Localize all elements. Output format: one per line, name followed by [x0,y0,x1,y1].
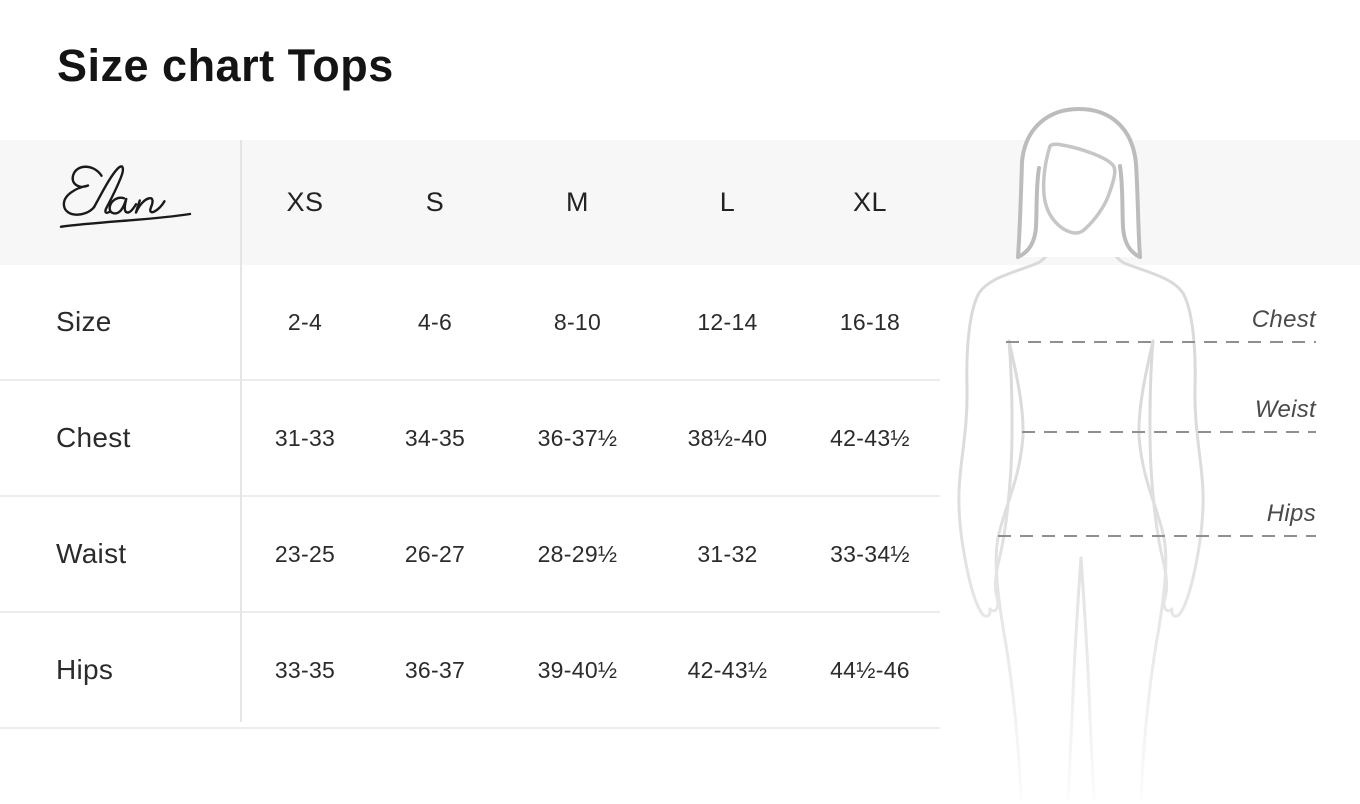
column-header-l: L [719,187,736,217]
row-label-hips: Hips [56,654,114,685]
size-cell-m: 8-10 [553,308,602,335]
row-label-chest: Chest [56,422,131,453]
waist-cell-xl: 33-34½ [830,540,910,567]
chest-cell-l: 38½-40 [687,424,768,451]
hips-cell-m: 39-40½ [537,656,618,683]
size-table: XS S M L XL Size 2-4 4-6 8-10 12-14 16-1… [0,140,940,729]
waist-cell-m: 28-29½ [537,540,618,567]
size-cell-xs: 2-4 [287,308,323,335]
hips-cell-xl: 44½-46 [830,656,910,683]
face-outline [1041,142,1117,235]
chest-cell-xl: 42-43½ [830,424,910,451]
chest-cell-m: 36-37½ [537,424,618,451]
hips-cell-xs: 33-35 [274,656,336,683]
page-title: Size chart Tops [57,40,394,91]
size-cell-xl: 16-18 [839,308,901,335]
measure-label-chest: Chest [1251,306,1316,333]
table-header-row: XS S M L XL [0,140,940,265]
row-label-waist: Waist [56,538,127,569]
table-row-size: Size 2-4 4-6 8-10 12-14 16-18 [0,265,940,381]
table-row-waist: Waist 23-25 26-27 28-29½ 31-32 33-34½ [0,497,940,613]
size-cell-s: 4-6 [417,308,453,335]
brand-logo [0,159,240,247]
waist-cell-xs: 23-25 [274,540,336,567]
chest-dash-line [1006,341,1316,343]
body-figure-illustration [957,107,1205,802]
table-row-hips: Hips 33-35 36-37 39-40½ 42-43½ 44½-46 [0,613,940,729]
column-header-xs: XS [286,187,324,217]
column-header-xl: XL [852,187,888,217]
chest-cell-s: 34-35 [404,424,466,451]
size-cell-l: 12-14 [697,308,758,335]
table-row-chest: Chest 31-33 34-35 36-37½ 38½-40 42-43½ [0,381,940,497]
hips-cell-l: 42-43½ [687,656,768,683]
body-outline [957,226,1205,802]
measure-label-weist: Weist [1254,396,1316,423]
waist-cell-s: 26-27 [404,540,466,567]
column-header-s: S [425,187,445,217]
weist-dash-line [1022,431,1316,433]
hips-dash-line [998,535,1316,537]
brand-signature-drawing [59,164,192,228]
column-header-m: M [566,187,589,217]
waist-cell-l: 31-32 [697,540,758,567]
table-vertical-divider [240,140,242,722]
hips-cell-s: 36-37 [404,656,466,683]
row-label-size: Size [56,306,112,337]
measure-label-hips: Hips [1266,500,1316,527]
chest-cell-xs: 31-33 [274,424,336,451]
